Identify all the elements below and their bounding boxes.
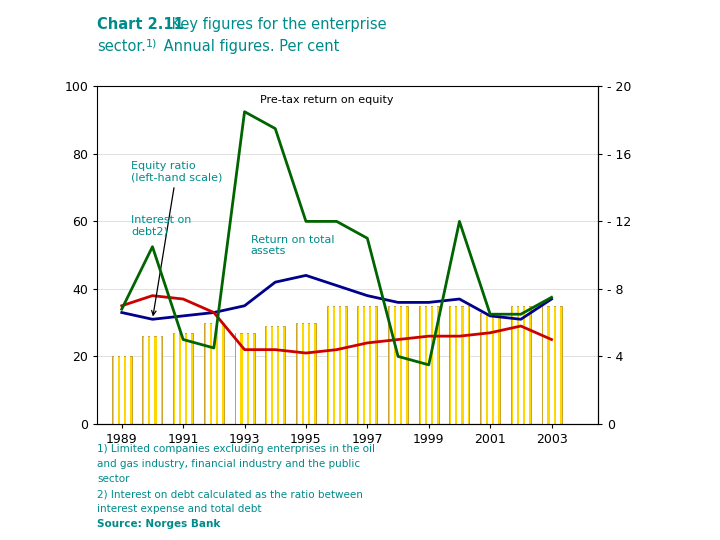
Bar (248, 333, 253, 424)
Bar (464, 306, 467, 424)
Bar (427, 306, 431, 424)
Bar (549, 306, 554, 424)
Bar (126, 356, 130, 424)
Bar (451, 306, 455, 424)
Bar (174, 333, 193, 424)
Text: 2) Interest on debt calculated as the ratio between: 2) Interest on debt calculated as the ra… (97, 489, 363, 500)
Bar (157, 336, 161, 424)
Bar (243, 333, 246, 424)
Bar (488, 313, 492, 424)
Bar (296, 322, 316, 424)
Bar (541, 306, 562, 424)
Bar (388, 306, 408, 424)
Bar (511, 306, 531, 424)
Bar (327, 306, 346, 424)
Text: Chart 2.11: Chart 2.11 (97, 17, 184, 32)
Text: Pre-tax return on equity: Pre-tax return on equity (260, 95, 393, 105)
Bar (143, 336, 163, 424)
Bar (310, 322, 314, 424)
Bar (236, 333, 240, 424)
Bar (335, 306, 338, 424)
Bar (519, 306, 523, 424)
Bar (112, 356, 132, 424)
Bar (449, 306, 469, 424)
Bar (357, 306, 377, 424)
Text: Key figures for the enterprise: Key figures for the enterprise (167, 17, 387, 32)
Bar (144, 336, 148, 424)
Text: Source: Norges Bank: Source: Norges Bank (97, 519, 220, 530)
Bar (359, 306, 363, 424)
Bar (298, 322, 302, 424)
Bar (114, 356, 117, 424)
Text: Equity ratio
(left-hand scale): Equity ratio (left-hand scale) (131, 160, 222, 315)
Bar (206, 322, 210, 424)
Bar (495, 313, 498, 424)
Bar (480, 313, 500, 424)
Bar (341, 306, 345, 424)
Bar (365, 306, 369, 424)
Bar (187, 333, 192, 424)
Bar (556, 306, 559, 424)
Bar (402, 306, 406, 424)
Text: sector.: sector. (97, 39, 146, 54)
Bar (372, 306, 376, 424)
Bar (279, 326, 284, 424)
Bar (513, 306, 517, 424)
Bar (419, 306, 438, 424)
Bar (396, 306, 400, 424)
Bar (544, 306, 547, 424)
Bar (212, 322, 216, 424)
Bar (420, 306, 425, 424)
Text: interest expense and total debt: interest expense and total debt (97, 504, 261, 515)
Bar (175, 333, 179, 424)
Text: Interest on
debt2): Interest on debt2) (131, 214, 192, 237)
Text: Return on total
assets: Return on total assets (251, 235, 334, 256)
Bar (218, 322, 222, 424)
Text: and gas industry, financial industry and the public: and gas industry, financial industry and… (97, 459, 360, 469)
Bar (274, 326, 277, 424)
Bar (267, 326, 271, 424)
Bar (390, 306, 394, 424)
Text: sector: sector (97, 474, 130, 484)
Bar (457, 306, 462, 424)
Text: 1): 1) (146, 39, 158, 49)
Bar (150, 336, 155, 424)
Text: Annual figures. Per cent: Annual figures. Per cent (159, 39, 340, 54)
Bar (328, 306, 333, 424)
Text: 1) Limited companies excluding enterprises in the oil: 1) Limited companies excluding enterpris… (97, 444, 375, 454)
Bar (181, 333, 185, 424)
Bar (304, 322, 308, 424)
Bar (265, 326, 285, 424)
Bar (433, 306, 437, 424)
Bar (120, 356, 124, 424)
Bar (525, 306, 529, 424)
Bar (482, 313, 486, 424)
Bar (235, 333, 255, 424)
Bar (204, 322, 224, 424)
